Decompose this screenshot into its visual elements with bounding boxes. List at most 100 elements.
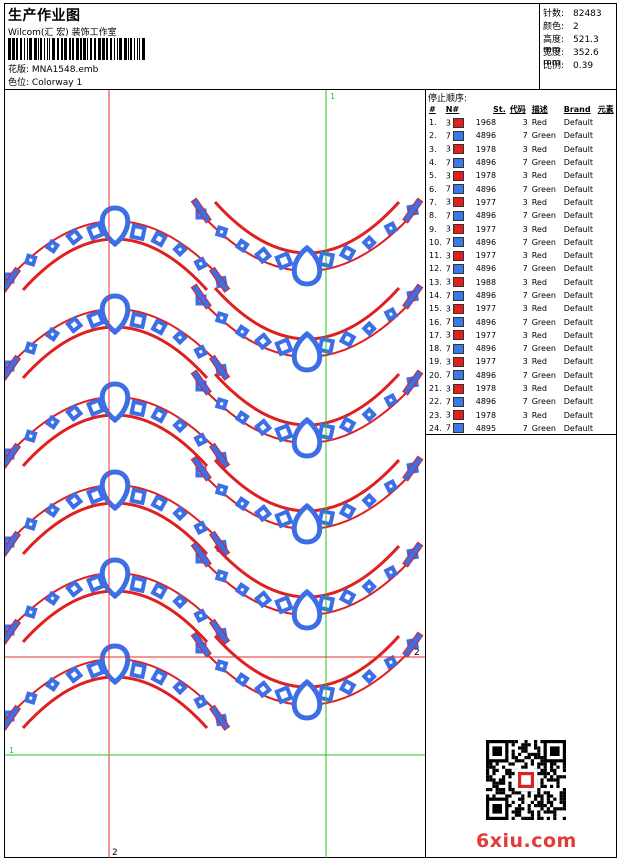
stop-st: 7 xyxy=(522,370,528,380)
production-sheet: 生产作业图 Wilcom(汇 宏) 装饰工作室 花版: MNA1548.emb … xyxy=(4,3,617,858)
colorway-label: 色位: xyxy=(8,78,30,88)
stop-needle: 7 xyxy=(444,422,474,435)
stop-row: 1. 3 1968 3 Red Default xyxy=(427,116,616,129)
stop-st: 3 xyxy=(522,410,528,420)
watermark-site: 6xiu.com xyxy=(476,830,577,852)
color-swatch xyxy=(453,423,465,434)
embroidery-motif xyxy=(190,631,424,721)
stop-desc: Green xyxy=(531,344,556,354)
embroidery-motif xyxy=(5,469,231,557)
header-info: 生产作业图 Wilcom(汇 宏) 装饰工作室 花版: MNA1548.emb … xyxy=(5,4,540,90)
stop-row: 17. 3 1977 3 Red Default xyxy=(427,329,616,342)
stop-brand: Default xyxy=(563,158,593,168)
stop-desc: Green xyxy=(531,184,556,194)
stop-index: 24. xyxy=(429,423,442,433)
embroidery-motif xyxy=(5,557,231,645)
stop-needle: 3 xyxy=(444,276,474,289)
stop-brand: Default xyxy=(563,224,593,234)
stop-row: 8. 7 4896 7 Green Default xyxy=(427,209,616,222)
stop-index: 8. xyxy=(429,211,437,221)
color-swatch xyxy=(453,343,465,354)
embroidery-design-area: 1 2 1 2 xyxy=(5,90,426,858)
stat-width: 宽度: 352.6 mm xyxy=(543,48,599,68)
stop-brand: Default xyxy=(563,277,593,287)
stop-row: 19. 3 1977 3 Red Default xyxy=(427,355,616,368)
stop-element xyxy=(596,182,616,195)
stop-index: 23. xyxy=(429,410,442,420)
color-swatch xyxy=(453,224,465,235)
stop-element xyxy=(596,395,616,408)
stop-needle: 7 xyxy=(444,315,474,328)
stop-code: 4896 xyxy=(475,370,497,380)
color-swatch xyxy=(453,317,465,328)
stop-needle: 3 xyxy=(444,355,474,368)
stop-code: 4896 xyxy=(475,291,497,300)
stop-row: 12. 7 4896 7 Green Default xyxy=(427,262,616,275)
stop-element xyxy=(596,209,616,222)
stop-desc: Red xyxy=(531,357,547,367)
stop-row: 20. 7 4896 7 Green Default xyxy=(427,369,616,382)
stop-code: 1977 xyxy=(475,197,497,207)
stop-desc: Green xyxy=(531,237,556,247)
stop-st: 7 xyxy=(522,184,528,194)
stop-desc: Green xyxy=(531,211,556,221)
col-st: St. xyxy=(493,105,506,114)
stop-st: 7 xyxy=(522,264,528,274)
stop-brand: Default xyxy=(563,264,593,274)
stat-stitches: 针数: 82483 xyxy=(543,9,602,19)
stop-needle: 7 xyxy=(444,342,474,355)
stop-desc: Red xyxy=(531,277,547,287)
stop-st: 3 xyxy=(522,304,528,314)
guide-label-h2: 2 xyxy=(414,648,420,658)
embroidery-preview: 1 2 1 2 xyxy=(5,90,425,858)
color-swatch xyxy=(453,383,465,394)
stop-needle: 3 xyxy=(444,382,474,395)
stop-desc: Red xyxy=(531,224,547,234)
stop-row: 5. 3 1978 3 Red Default xyxy=(427,169,616,182)
embroidery-motif xyxy=(5,293,231,381)
color-swatch xyxy=(453,370,465,381)
stop-brand: Default xyxy=(563,291,593,300)
stop-element xyxy=(596,289,616,302)
stop-element xyxy=(596,222,616,235)
stop-index: 13. xyxy=(429,277,442,287)
stop-code: 1978 xyxy=(475,410,497,420)
stop-brand: Default xyxy=(563,118,593,128)
stop-desc: Red xyxy=(531,171,547,181)
stop-element xyxy=(596,342,616,355)
stop-row: 3. 3 1978 3 Red Default xyxy=(427,143,616,156)
embroidery-motif xyxy=(190,455,424,545)
stop-code: 4896 xyxy=(475,264,497,274)
stop-st: 3 xyxy=(522,384,528,394)
stop-row: 13. 3 1988 3 Red Default xyxy=(427,276,616,289)
color-swatch xyxy=(453,410,465,421)
stop-st: 7 xyxy=(522,291,528,300)
stop-desc: Green xyxy=(531,291,556,300)
stop-st: 7 xyxy=(522,211,528,221)
stop-st: 7 xyxy=(522,131,528,141)
stop-index: 10. xyxy=(429,237,442,247)
stop-brand: Default xyxy=(563,131,593,141)
stop-needle: 3 xyxy=(444,169,474,182)
stop-needle: 3 xyxy=(444,222,474,235)
stop-desc: Green xyxy=(531,158,556,168)
stop-needle: 3 xyxy=(444,329,474,342)
stop-row: 15. 3 1977 3 Red Default xyxy=(427,302,616,315)
stop-brand: Default xyxy=(563,144,593,154)
stop-st: 7 xyxy=(522,344,528,354)
qr-code xyxy=(486,740,566,820)
stop-needle: 3 xyxy=(444,409,474,422)
stop-row: 24. 7 4895 7 Green Default xyxy=(427,422,616,435)
stop-element xyxy=(596,302,616,315)
stop-element xyxy=(596,156,616,169)
stop-code: 4896 xyxy=(475,237,497,247)
color-swatch xyxy=(453,197,465,208)
stop-st: 3 xyxy=(522,144,528,154)
stop-needle: 7 xyxy=(444,129,474,142)
barcode xyxy=(8,38,145,60)
stop-table-header: # N# St. 代码 描述 Brand 元素 xyxy=(427,103,616,116)
color-swatch xyxy=(453,290,465,301)
stop-index: 3. xyxy=(429,144,437,154)
stop-index: 15. xyxy=(429,304,442,314)
stop-row: 7. 3 1977 3 Red Default xyxy=(427,196,616,209)
